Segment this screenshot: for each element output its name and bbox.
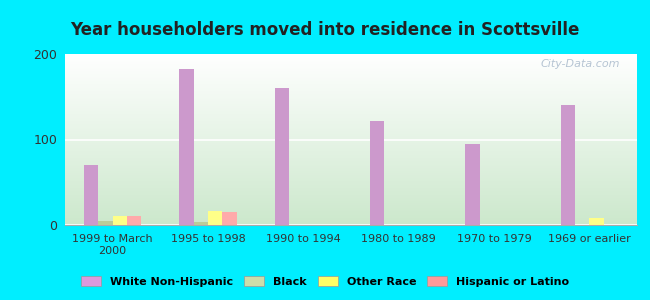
Bar (590, 218, 604, 225)
Bar (465, 144, 480, 225)
Legend: White Non-Hispanic, Black, Other Race, Hispanic or Latino: White Non-Hispanic, Black, Other Race, H… (77, 272, 573, 291)
Bar (194, 222, 208, 225)
Bar (179, 69, 194, 225)
Bar (98, 221, 112, 225)
Bar (208, 211, 222, 225)
Bar (84, 165, 98, 225)
Bar (275, 88, 289, 225)
Bar (561, 105, 575, 225)
Bar (222, 212, 237, 225)
Text: City-Data.com: City-Data.com (540, 59, 620, 69)
Text: Year householders moved into residence in Scottsville: Year householders moved into residence i… (70, 21, 580, 39)
Bar (127, 217, 141, 225)
Bar (370, 121, 384, 225)
Bar (112, 216, 127, 225)
